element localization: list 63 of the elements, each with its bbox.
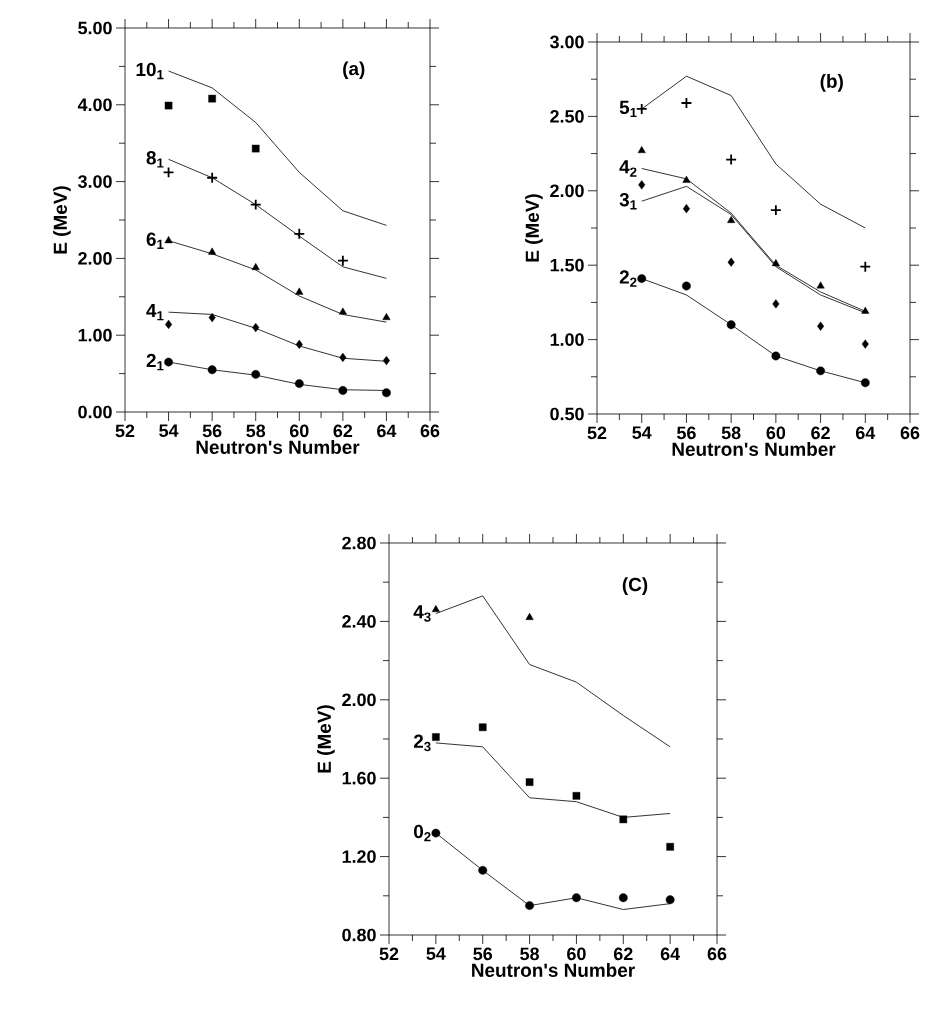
y-tick-label: 1.00 [78, 328, 112, 342]
y-tick-label: 1.50 [550, 258, 584, 272]
series-label: 4$_{2}$ [619, 160, 637, 177]
x-tick-label: 58 [520, 947, 539, 961]
legend-label: 2$_{1}$ [146, 353, 164, 371]
x-tick-label: 64 [855, 426, 876, 440]
x-tick-label: 54 [426, 947, 446, 961]
x-tick-label: 58 [721, 426, 741, 440]
legend-label: 5$_{1}$ [619, 100, 637, 118]
y-tick-label: 2.80 [342, 536, 376, 550]
y-tick-label: 4.00 [77, 98, 112, 112]
x-tick-label: 52 [115, 424, 135, 438]
x-tick-label: 52 [587, 426, 607, 440]
annotation: (C) [622, 577, 648, 595]
x-tick-label: 60 [567, 947, 586, 961]
y-axis-title: E (MeV) [525, 194, 543, 262]
legend-label: 10$_{1}$ [136, 62, 164, 80]
x-tick-label: 62 [811, 426, 830, 440]
legend-label: 3$_{1}$ [619, 193, 637, 210]
x-tick-label: 62 [613, 947, 633, 961]
series-label: 4$_{1}$ [146, 304, 164, 321]
series-label: 0$_{2}$ [414, 824, 431, 842]
x-axis-title: Neutron's Number [472, 963, 635, 977]
x-tick-label: 56 [473, 947, 493, 961]
x-axis-title: Neutron's Number [672, 442, 836, 456]
legend-label: 2$_{3}$ [413, 734, 431, 752]
y-tick-label: 5.00 [78, 21, 112, 35]
legend-label: 4$_{3}$ [413, 605, 431, 622]
series-label: 8$_{1}$ [146, 151, 164, 168]
x-tick-label: 52 [379, 947, 399, 961]
series-label: 2$_{2}$ [619, 270, 637, 287]
series-label: 6$_{1}$ [146, 232, 164, 249]
y-axis-title: E (MeV) [53, 186, 71, 254]
y-tick-label: 1.00 [550, 333, 584, 346]
y-tick-label: 3.00 [549, 35, 584, 49]
y-axis-title: E (MeV) [317, 705, 335, 773]
y-tick-label: 1.60 [342, 771, 376, 785]
x-tick-label: 62 [333, 424, 353, 438]
x-tick-label: 66 [420, 424, 440, 438]
y-tick-label: 2.00 [78, 252, 112, 265]
y-tick-label: 0.00 [78, 405, 112, 419]
annotation: (b) [820, 74, 843, 92]
x-tick-label: 54 [632, 426, 652, 440]
x-axis-title: Neutron's Number [196, 440, 360, 454]
x-tick-label: 66 [707, 947, 727, 961]
x-tick-label: 64 [660, 947, 681, 961]
y-tick-label: 0.80 [342, 928, 376, 942]
y-tick-label: 1.20 [342, 850, 376, 863]
y-tick-label: 2.50 [550, 110, 584, 123]
x-tick-label: 56 [202, 424, 222, 438]
y-tick-label: 2.00 [342, 693, 376, 707]
y-tick-label: 3.00 [77, 175, 112, 188]
y-tick-label: 2.00 [550, 184, 584, 198]
y-tick-label: 0.50 [550, 407, 584, 421]
annotation: (a) [343, 61, 365, 80]
y-tick-label: 2.40 [342, 615, 376, 628]
x-tick-label: 66 [900, 426, 920, 440]
x-tick-label: 54 [159, 424, 179, 438]
x-tick-label: 58 [246, 424, 266, 438]
x-tick-label: 60 [766, 426, 786, 440]
x-tick-label: 60 [289, 424, 309, 438]
x-tick-label: 56 [677, 426, 696, 440]
x-tick-label: 64 [377, 424, 397, 438]
